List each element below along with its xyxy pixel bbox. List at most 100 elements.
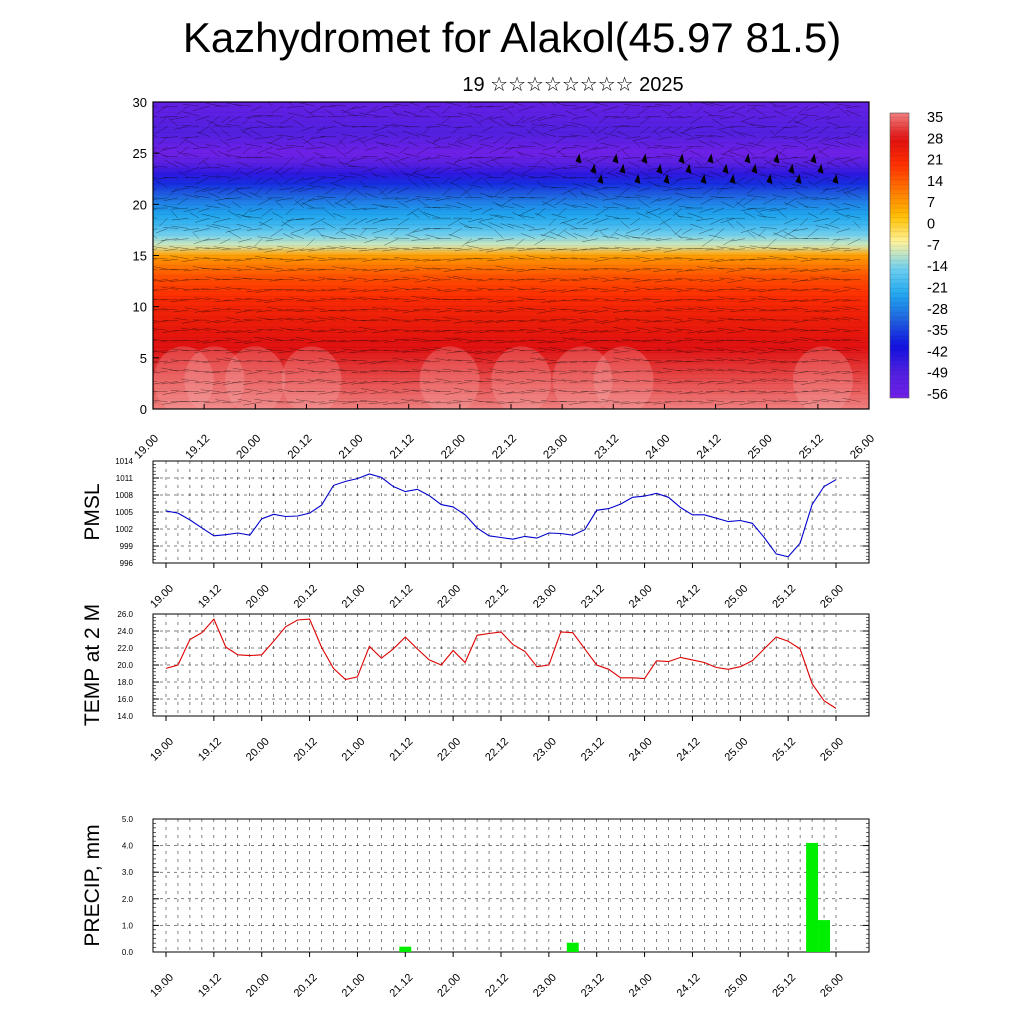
colorbar-label: -42 (927, 344, 948, 360)
heatmap-x-tick-label: 20.00 (235, 433, 264, 462)
x-tick-label: 22.00 (435, 583, 463, 611)
x-tick-label: 25.00 (722, 972, 750, 1000)
x-tick-label: 25.12 (770, 972, 798, 1000)
heatmap-x-tick-label: 21.12 (388, 433, 417, 462)
wind-flag (597, 173, 604, 184)
x-tick-label: 24.00 (627, 736, 655, 764)
temperature-panel: 14.0 16.0 18.0 20.0 22.0 24.0 26.0 19.00 19.12 20… (81, 604, 870, 764)
x-tick-label: 21.00 (340, 736, 368, 764)
x-tick-label: 24.12 (675, 972, 703, 1000)
x-tick-label: 19.12 (196, 583, 224, 611)
y-tick-label: 5.0 (122, 815, 134, 824)
heatmap-x-tick-label: 25.12 (797, 433, 826, 462)
series-line (165, 618, 837, 709)
x-tick-label: 22.12 (483, 583, 511, 611)
y-tick-label: 1014 (115, 457, 133, 466)
heatmap-x-tick-label: 20.12 (286, 433, 315, 462)
heatmap-y-tick-label: 0 (140, 402, 147, 417)
colorbar-label: 28 (927, 131, 943, 147)
colorbar-label: 14 (927, 174, 943, 190)
x-tick-label: 23.12 (579, 736, 607, 764)
x-tick-label: 19.00 (148, 972, 176, 1000)
wind-flag (663, 173, 670, 184)
y-tick-label: 996 (120, 559, 134, 568)
y-tick-label: 1.0 (122, 921, 134, 930)
wind-flag (634, 173, 641, 184)
colorbar-label: -21 (927, 280, 948, 296)
heatmap-y-tick-label: 5 (140, 351, 147, 366)
x-tick-label: 19.12 (196, 972, 224, 1000)
x-tick-label: 19.00 (148, 736, 176, 764)
heatmap-x-tick-label: 24.12 (695, 433, 724, 462)
y-tick-label: 16.0 (117, 695, 133, 704)
x-tick-label: 21.12 (387, 583, 415, 611)
precip-bar (806, 842, 819, 952)
x-tick-label: 19.12 (196, 736, 224, 764)
y-axis-label: PRECIP, mm (81, 824, 104, 946)
heatmap-field (153, 102, 869, 409)
colorbar-label: 7 (927, 195, 935, 211)
heatmap-y-tick-label: 25 (133, 146, 147, 161)
wind-flag (619, 163, 626, 174)
y-tick-label: 22.0 (117, 644, 133, 653)
heatmap-y-tick-label: 15 (133, 249, 147, 264)
y-tick-label: 4.0 (122, 842, 134, 851)
x-tick-label: 21.00 (340, 583, 368, 611)
heatmap-x-tick-label: 22.12 (490, 433, 519, 462)
heatmap-y-tick-label: 30 (133, 95, 147, 110)
wind-flag (729, 173, 736, 184)
x-tick-label: 25.12 (770, 736, 798, 764)
y-tick-label: 1005 (115, 508, 133, 517)
colorbar-label: -28 (927, 302, 948, 318)
upper-air-section-panel: 0 5 10 15 20 25 30 19.00 19.12 20.00 20.12 21.00 21… (132, 95, 877, 461)
x-tick-label: 24.00 (627, 972, 655, 1000)
wind-flag (817, 163, 824, 174)
y-tick-label: 3.0 (122, 868, 134, 877)
heatmap-x-tick-label: 26.00 (848, 433, 877, 462)
wind-flag (641, 153, 648, 164)
warm-cell (593, 346, 654, 409)
colorbar-labels: 35 28 21 14 7 0 -7 -14 -21 -28 -35 -42 -49 -56 (927, 110, 948, 403)
colorbar-scale (889, 112, 910, 399)
wind-flag (575, 153, 582, 164)
wind-flag (810, 153, 817, 164)
x-tick-label: 20.12 (292, 972, 320, 1000)
y-tick-label: 999 (120, 542, 134, 551)
heatmap-x-axis: 19.00 19.12 20.00 20.12 21.00 21.12 22.00 22.12… (132, 404, 877, 461)
heatmap-x-tick-label: 23.00 (541, 433, 570, 462)
x-tick-label: 24.12 (675, 736, 703, 764)
wind-flag (678, 153, 685, 164)
colorbar-label: -7 (927, 238, 940, 254)
x-tick-label: 20.00 (244, 583, 272, 611)
wind-flag (707, 153, 714, 164)
precip-bar (399, 946, 412, 952)
x-tick-label: 23.00 (531, 972, 559, 1000)
warm-cell (792, 346, 853, 409)
x-tick-label: 26.00 (818, 583, 846, 611)
x-tick-label: 23.00 (531, 583, 559, 611)
colorbar-label: -35 (927, 323, 948, 339)
heatmap-x-tick-label: 25.00 (746, 433, 775, 462)
y-tick-label: 24.0 (117, 627, 133, 636)
y-tick-label: 1002 (115, 525, 133, 534)
y-tick-label: 26.0 (117, 610, 133, 619)
colorbar: 35 28 21 14 7 0 -7 -14 -21 -28 -35 -42 -49 -56 (889, 110, 948, 403)
wind-flag (773, 153, 780, 164)
warm-cell (491, 346, 552, 409)
wind-flag (590, 163, 597, 174)
colorbar-label: 21 (927, 153, 943, 169)
x-tick-label: 21.12 (387, 972, 415, 1000)
heatmap-x-tick-label: 19.00 (132, 433, 161, 462)
colorbar-label: -49 (927, 366, 948, 382)
x-tick-label: 23.12 (579, 583, 607, 611)
wind-flag (832, 173, 839, 184)
wind-flag (722, 163, 729, 174)
warm-cell (184, 346, 245, 409)
colorbar-label: 35 (927, 110, 943, 126)
colorbar-lines (890, 112, 909, 394)
precipitation-panel: 0.0 1.0 2.0 3.0 4.0 5.0 19.00 19.12 20.00 20.12 21… (81, 815, 870, 1000)
x-tick-label: 26.00 (818, 736, 846, 764)
heatmap-y-tick-label: 20 (133, 197, 147, 212)
x-tick-label: 24.12 (675, 583, 703, 611)
heatmap-x-tick-label: 21.00 (337, 433, 366, 462)
